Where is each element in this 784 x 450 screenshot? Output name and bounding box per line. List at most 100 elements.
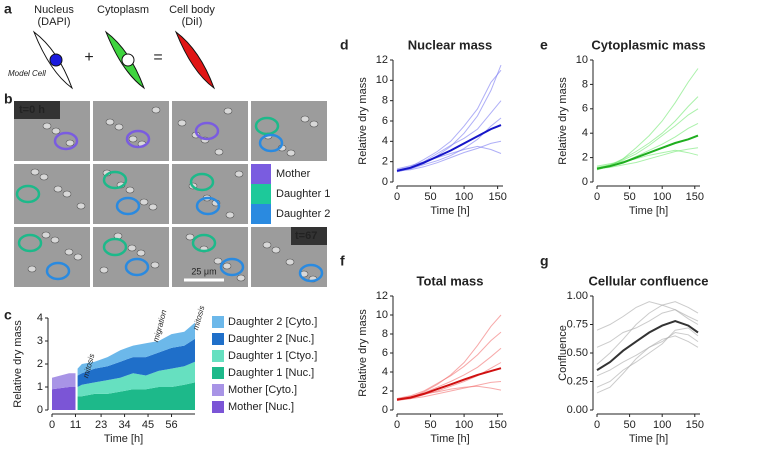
y-tick-label: 8 <box>382 328 388 340</box>
model-cell-label: Model Cell <box>8 69 46 78</box>
cytoplasm-label: Cytoplasm <box>97 4 149 16</box>
y-tick-label: 0 <box>382 404 388 416</box>
y-tick-label: 4 <box>582 127 588 139</box>
y-tick-label: 0.00 <box>567 404 588 416</box>
y-tick-label: 8 <box>582 78 588 90</box>
legend-label: Daughter 1 [Nuc.] <box>228 367 314 379</box>
x-tick-label: 50 <box>424 419 436 431</box>
trajectory-line <box>396 117 502 173</box>
y-tick-label: 2 <box>582 152 588 164</box>
y-tick-label: 0.50 <box>567 347 588 359</box>
panel-label: c <box>4 307 12 323</box>
y-tick-label: 6 <box>582 103 588 115</box>
tracking-ellipse <box>53 131 79 151</box>
trajectory-line <box>596 309 699 348</box>
cell-image <box>222 262 232 270</box>
y-tick-label: 1.00 <box>567 290 588 302</box>
legend-label: Daughter 1 <box>276 188 330 200</box>
cell-image <box>214 148 224 156</box>
equals-sign: = <box>153 49 162 66</box>
chart-title: Nuclear mass <box>408 37 493 52</box>
cell-body-shape <box>174 30 216 90</box>
y-tick-label: 2 <box>382 385 388 397</box>
nucleus-shape <box>49 53 63 67</box>
plus-sign: + <box>84 49 93 66</box>
cell-image <box>213 257 223 265</box>
x-tick-label: 0 <box>49 419 55 431</box>
time-box <box>14 101 60 119</box>
tracking-ellipse <box>254 116 280 136</box>
x-tick-label: 50 <box>623 191 635 203</box>
end-time: t=67 <box>295 230 317 242</box>
trajectory-line <box>596 301 699 331</box>
panel-label: a <box>4 1 12 17</box>
x-tick-label: 50 <box>424 191 436 203</box>
y-tick-label: 0 <box>582 176 588 188</box>
x-tick-label: 34 <box>118 419 130 431</box>
x-axis-label: Time [h] <box>430 205 469 217</box>
trajectory-line <box>596 68 699 171</box>
stacked-area <box>77 338 195 387</box>
start-time: t=0 h <box>19 104 45 116</box>
x-tick-label: 0 <box>594 419 600 431</box>
tracking-ellipse <box>189 172 215 192</box>
cell-image <box>234 170 244 178</box>
micrograph-tile <box>14 164 90 224</box>
y-axis-label: Relative dry mass <box>357 77 369 165</box>
cell-image <box>136 249 146 257</box>
nucleus-label: (DAPI) <box>38 16 71 28</box>
cell-image <box>271 246 281 254</box>
y-axis-label: Relative dry mass <box>12 320 24 408</box>
cell-image <box>73 253 83 261</box>
tracking-ellipse <box>15 184 41 204</box>
x-axis-label: Time [h] <box>104 433 143 445</box>
legend-swatch <box>251 164 271 184</box>
cell-image <box>177 119 187 127</box>
cell-image <box>128 135 138 143</box>
panel-label: g <box>540 253 549 269</box>
x-tick-label: 23 <box>95 419 107 431</box>
x-tick-label: 150 <box>686 191 704 203</box>
legend-label: Daughter 2 [Cyto.] <box>228 316 317 328</box>
y-tick-label: 4 <box>382 366 388 378</box>
cell-image <box>262 241 272 249</box>
y-tick-label: 12 <box>376 290 388 302</box>
tracking-ellipse <box>194 121 220 141</box>
x-tick-label: 150 <box>488 191 506 203</box>
trajectory-line <box>596 327 699 388</box>
cell-image <box>309 120 319 128</box>
x-tick-label: 11 <box>70 419 81 431</box>
cell-image <box>185 233 195 241</box>
y-tick-label: 8 <box>382 95 388 107</box>
micrograph-tile <box>172 101 248 161</box>
cell-image <box>30 168 40 176</box>
trajectory-line <box>396 381 502 401</box>
panel-label: d <box>340 37 349 53</box>
trajectory-line <box>596 147 699 170</box>
y-tick-label: 6 <box>382 347 388 359</box>
trajectory-line <box>396 347 502 401</box>
cell-image <box>62 190 72 198</box>
tracking-ellipse <box>17 233 43 253</box>
x-axis-label: Time [h] <box>629 205 668 217</box>
cell-image <box>105 118 115 126</box>
y-tick-label: 1 <box>37 381 43 393</box>
legend-swatch <box>251 204 271 224</box>
legend-label: Mother [Nuc.] <box>228 401 294 413</box>
trajectory-line <box>596 96 699 170</box>
legend-label: Daughter 1 [Ctyo.] <box>228 350 317 362</box>
panel-label: f <box>340 253 345 269</box>
mean-line <box>396 367 502 401</box>
tracking-ellipse <box>298 263 324 283</box>
y-tick-label: 4 <box>37 312 43 324</box>
annotation: mitosis <box>191 305 206 331</box>
time-box <box>291 227 327 245</box>
x-tick-label: 56 <box>165 419 177 431</box>
cell-image <box>65 139 75 147</box>
cell-body-label: Cell body <box>169 4 215 16</box>
tracking-ellipse <box>102 170 128 190</box>
legend-swatch <box>212 401 224 413</box>
cell-image <box>125 186 135 194</box>
y-tick-label: 0 <box>37 404 43 416</box>
tracking-ellipse <box>195 196 221 216</box>
